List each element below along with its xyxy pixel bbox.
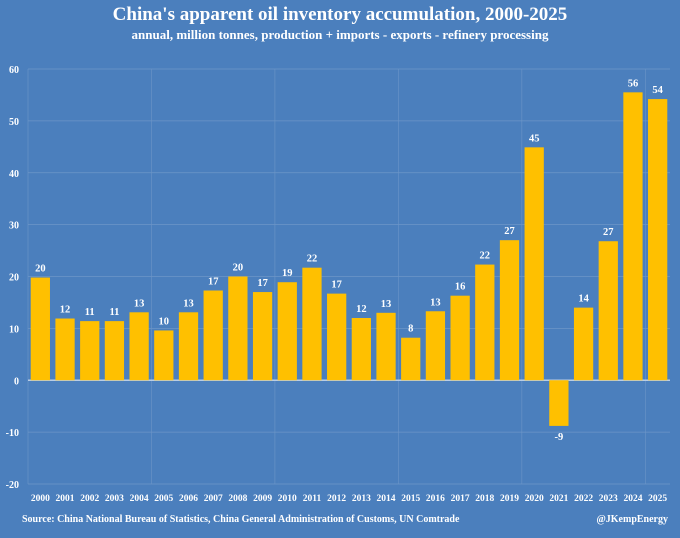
x-tick-label: 2024 <box>623 494 642 504</box>
data-label: 11 <box>109 307 119 318</box>
x-tick-label: 2008 <box>228 494 247 504</box>
data-label: 12 <box>356 304 367 315</box>
x-tick-label: 2016 <box>426 494 445 504</box>
x-tick-label: 2003 <box>105 494 124 504</box>
data-label: 13 <box>381 299 392 310</box>
data-label: 16 <box>455 282 466 293</box>
data-label: 13 <box>134 298 145 309</box>
data-label: 17 <box>208 277 219 288</box>
bar-2005 <box>154 330 174 381</box>
y-tick-label: -20 <box>6 480 19 491</box>
bar-2001 <box>55 318 75 381</box>
x-tick-label: 2025 <box>648 494 667 504</box>
x-tick-label: 2011 <box>303 494 322 504</box>
data-label: 20 <box>35 264 46 275</box>
bar-2021 <box>549 380 569 426</box>
chart-subtitle: annual, million tonnes, production + imp… <box>131 27 549 42</box>
x-tick-label: 2001 <box>56 494 75 504</box>
x-tick-label: 2009 <box>253 494 272 504</box>
bar-2015 <box>401 337 421 381</box>
y-tick-label: 20 <box>9 273 19 284</box>
data-label: 17 <box>257 278 268 289</box>
data-label: 22 <box>480 251 491 262</box>
source-note: Source: China National Bureau of Statist… <box>22 514 460 525</box>
x-tick-label: 2002 <box>80 494 99 504</box>
x-tick-label: 2005 <box>154 494 173 504</box>
x-tick-label: 2023 <box>599 494 618 504</box>
data-label: 22 <box>307 254 318 265</box>
data-label: 20 <box>233 263 244 274</box>
x-tick-label: 2012 <box>327 494 346 504</box>
x-tick-label: 2006 <box>179 494 198 504</box>
data-label: 27 <box>504 226 515 237</box>
y-tick-label: -10 <box>6 428 19 439</box>
bar-2000 <box>30 277 50 381</box>
bar-2006 <box>178 312 199 381</box>
x-tick-label: 2017 <box>451 494 470 504</box>
chart-title: China's apparent oil inventory accumulat… <box>112 4 568 25</box>
y-tick-label: 50 <box>9 117 19 128</box>
bar-2017 <box>450 295 470 381</box>
bar-2016 <box>425 311 446 381</box>
x-tick-label: 2014 <box>377 494 396 504</box>
y-tick-label: 0 <box>14 376 19 387</box>
x-tick-label: 2007 <box>204 494 223 504</box>
bar-2014 <box>376 312 396 381</box>
data-label: 19 <box>282 268 293 279</box>
x-tick-label: 2013 <box>352 494 371 504</box>
bar-2025 <box>648 99 668 381</box>
bar-2022 <box>573 307 594 381</box>
data-label: 13 <box>430 297 441 308</box>
y-tick-label: 60 <box>9 65 19 76</box>
bar-2002 <box>80 321 100 381</box>
data-label: 54 <box>652 85 663 96</box>
author-credit: @JKempEnergy <box>596 514 668 525</box>
x-tick-label: 2018 <box>475 494 494 504</box>
data-label: 17 <box>331 280 342 291</box>
x-tick-label: 2021 <box>549 494 568 504</box>
bar-2024 <box>623 92 643 381</box>
data-label: 8 <box>408 324 413 335</box>
bar-2003 <box>104 321 125 381</box>
y-tick-label: 30 <box>9 221 19 232</box>
data-label: 13 <box>183 298 194 309</box>
data-label: 56 <box>628 78 639 89</box>
data-label: 11 <box>85 307 95 318</box>
bar-2018 <box>475 264 495 381</box>
data-label: -9 <box>555 432 564 443</box>
y-tick-label: 10 <box>9 324 19 335</box>
bar-2011 <box>302 267 322 381</box>
x-tick-label: 2010 <box>278 494 297 504</box>
bar-2004 <box>129 312 149 381</box>
x-tick-label: 2019 <box>500 494 519 504</box>
y-tick-label: 40 <box>9 169 19 180</box>
bar-2023 <box>598 241 618 381</box>
bar-2008 <box>228 276 248 381</box>
x-tick-label: 2020 <box>525 494 544 504</box>
bar-2013 <box>351 318 371 381</box>
data-label: 12 <box>60 305 71 316</box>
data-label: 10 <box>159 316 170 327</box>
data-label: 14 <box>578 294 589 305</box>
data-label: 27 <box>603 227 614 238</box>
bar-2019 <box>499 240 520 381</box>
x-tick-label: 2015 <box>401 494 420 504</box>
x-tick-label: 2022 <box>574 494 593 504</box>
bar-2020 <box>524 147 544 381</box>
bar-2012 <box>327 293 347 381</box>
data-label: 45 <box>529 133 540 144</box>
bar-2009 <box>252 292 273 381</box>
x-tick-label: 2000 <box>31 494 50 504</box>
bar-2007 <box>203 290 223 381</box>
x-tick-label: 2004 <box>130 494 149 504</box>
bar-2010 <box>277 282 297 381</box>
